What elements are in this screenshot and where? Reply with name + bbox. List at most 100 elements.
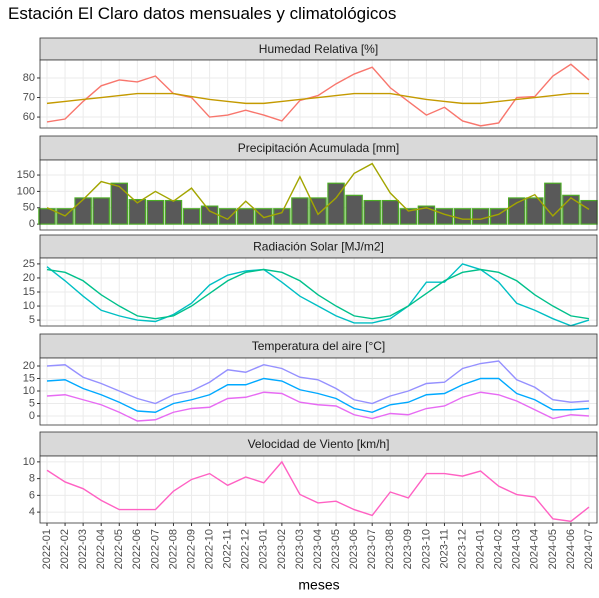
x-tick-label: 2023-04	[312, 529, 324, 569]
strip-title: Temperatura del aire [°C]	[252, 339, 386, 353]
x-tick-label: 2022-08	[167, 529, 179, 569]
y-tick-label: 10	[23, 456, 35, 468]
y-tick-label: 4	[29, 506, 35, 518]
y-tick-label: 80	[23, 72, 35, 84]
line	[46, 460, 590, 523]
x-tick-label: 2024-04	[529, 529, 541, 569]
bar	[381, 199, 399, 225]
y-tick-label: 8	[29, 473, 35, 485]
x-tick-label: 2022-10	[204, 529, 216, 569]
x-tick-label: 2023-03	[294, 529, 306, 569]
x-tick-label: 2022-12	[240, 529, 252, 569]
bar	[562, 194, 580, 225]
x-tick-label: 2022-06	[131, 529, 143, 569]
y-tick-label: 20	[23, 360, 35, 372]
y-tick-label: 70	[23, 91, 35, 103]
panel: Humedad Relativa [%] 60 70 80	[23, 37, 598, 129]
panel-border	[39, 59, 598, 129]
x-tick-label: 2024-01	[475, 529, 487, 569]
y-tick-label: 6	[29, 489, 35, 501]
x-tick-label: 2023-02	[276, 529, 288, 569]
y-tick-label: 60	[23, 111, 35, 123]
x-tick-label: 2023-06	[348, 529, 360, 569]
bar	[218, 208, 237, 225]
y-tick-label: 50	[23, 202, 35, 214]
bar	[255, 208, 273, 225]
y-tick-label: 5	[29, 314, 35, 326]
panel: Precipitación Acumulada [mm] 0 50 100 150	[17, 135, 598, 231]
line	[46, 162, 590, 221]
y-tick-label: 15	[23, 372, 35, 384]
x-tick-label: 2023-05	[330, 529, 342, 569]
bar	[580, 199, 598, 225]
line	[46, 263, 590, 327]
line	[46, 360, 590, 405]
x-tick-label: 2023-11	[438, 529, 450, 569]
bar	[526, 197, 544, 225]
line	[46, 92, 589, 105]
bar	[508, 197, 526, 225]
bar	[128, 198, 147, 225]
x-tick-label: 2023-07	[366, 529, 378, 569]
strip-title: Velocidad de Viento [km/h]	[248, 437, 390, 451]
x-tick-label: 2023-10	[420, 529, 432, 569]
bar	[291, 197, 309, 225]
y-tick-label: 5	[29, 397, 35, 409]
y-tick-label: 0	[29, 410, 35, 422]
x-tick-label: 2022-11	[222, 529, 234, 569]
x-tick-label: 2023-01	[258, 529, 270, 569]
x-tick-label: 2023-09	[402, 529, 414, 569]
y-tick-label: 100	[17, 185, 35, 197]
x-tick-label: 2022-04	[95, 529, 107, 569]
x-tick-label: 2024-07	[583, 529, 595, 569]
y-tick-label: 20	[23, 272, 35, 284]
bar	[237, 208, 255, 225]
bar	[146, 199, 165, 225]
bar	[182, 208, 201, 225]
x-tick-label: 2022-03	[77, 529, 89, 569]
x-tick-label: 2023-12	[456, 529, 468, 569]
x-tick-label: 2022-02	[59, 529, 71, 569]
bar	[200, 205, 219, 225]
x-tick-label: 2024-03	[511, 529, 523, 569]
bar	[38, 208, 56, 225]
bar	[74, 197, 92, 225]
bar	[399, 208, 418, 225]
bar	[273, 208, 291, 225]
strip-title: Radiación Solar [MJ/m2]	[253, 240, 384, 254]
bar	[92, 197, 110, 225]
bar	[417, 205, 436, 225]
y-tick-label: 150	[17, 169, 35, 181]
bar	[544, 182, 562, 225]
bar	[164, 199, 183, 225]
line	[46, 268, 590, 320]
strip	[39, 431, 598, 457]
x-tick-label: 2023-08	[384, 529, 396, 569]
bar	[471, 208, 490, 225]
line	[46, 63, 590, 127]
y-tick-label: 10	[23, 300, 35, 312]
x-tick-label: 2024-02	[493, 529, 505, 569]
x-tick-label: 2024-05	[547, 529, 559, 569]
panel-border	[39, 357, 598, 426]
panel-border	[39, 257, 598, 327]
bar	[363, 199, 381, 225]
x-tick-label: 2024-06	[565, 529, 577, 569]
bar	[453, 208, 472, 225]
y-tick-label: 15	[23, 286, 35, 298]
x-tick-label: 2022-05	[113, 529, 125, 569]
bar	[110, 182, 128, 225]
x-tick-label: 2022-09	[185, 529, 197, 569]
y-tick-label: 25	[23, 258, 35, 270]
x-tick-label: 2022-07	[149, 529, 161, 569]
line	[46, 391, 590, 422]
chart-title: Estación El Claro datos mensuales y clim…	[8, 4, 396, 23]
line	[46, 377, 590, 413]
panel: Radiación Solar [MJ/m2] 5 10 15 20 25	[23, 234, 598, 327]
strip-title: Humedad Relativa [%]	[259, 42, 378, 56]
panel: Velocidad de Viento [km/h] 4 6 8 10 2022-01 20…	[23, 431, 598, 569]
x-tick-label: 2022-01	[41, 529, 53, 569]
y-tick-label: 0	[29, 218, 35, 230]
